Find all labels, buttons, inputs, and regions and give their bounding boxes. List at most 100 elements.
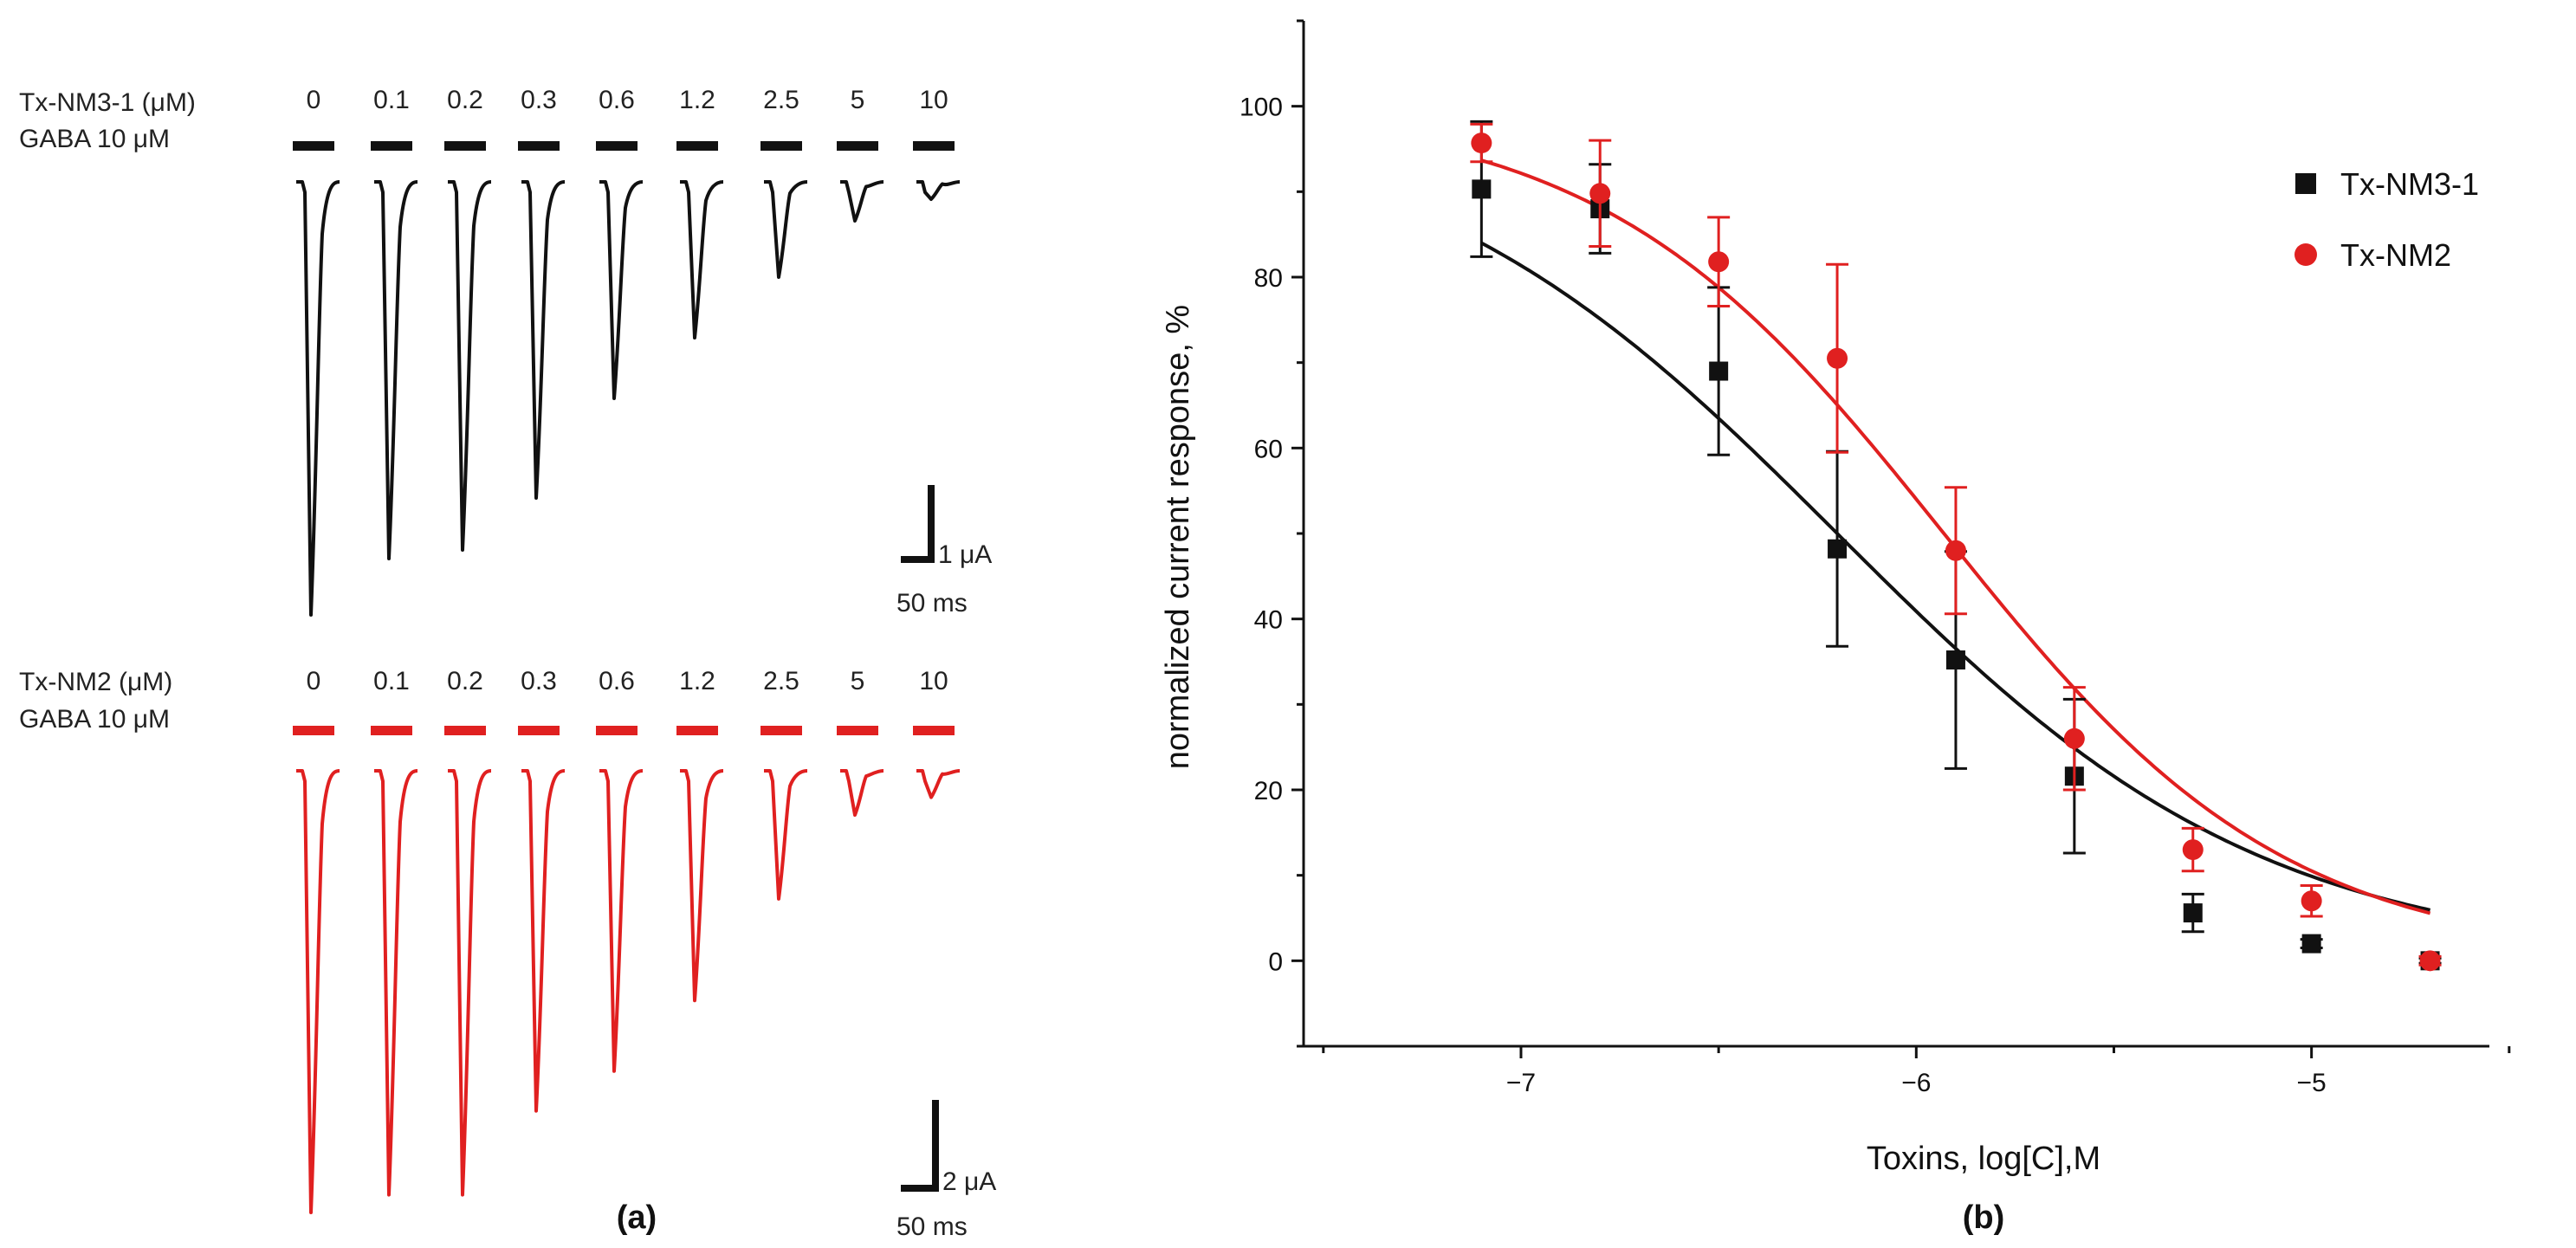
bottom-gaba-label: GABA 10 μM xyxy=(19,705,170,734)
legend-marker-circle xyxy=(2294,243,2317,266)
data-point-square xyxy=(1945,650,1965,670)
bottom-conc-label: 1.2 xyxy=(679,667,715,695)
x-axis-label: Toxins, log[C],M xyxy=(1867,1141,2100,1177)
data-point-square xyxy=(2301,934,2321,954)
bottom-gaba-bar xyxy=(676,726,718,735)
bottom-scale-bar: 2 μA 50 ms xyxy=(896,1100,996,1241)
y-tick-label: 20 xyxy=(1254,777,1283,805)
data-point-square xyxy=(2183,903,2203,923)
top-scale-time: 50 ms xyxy=(896,589,968,618)
top-conc-label: 0.2 xyxy=(447,86,483,114)
y-tick-label: 40 xyxy=(1254,606,1283,635)
top-gaba-bar xyxy=(444,141,486,151)
top-gaba-bar xyxy=(596,141,638,151)
bottom-conc-label: 0.1 xyxy=(373,667,410,695)
y-tick-label: 100 xyxy=(1239,94,1283,122)
data-point-circle xyxy=(2063,727,2085,749)
data-point-square xyxy=(1828,539,1848,559)
bottom-current-trace xyxy=(521,769,566,1113)
legend: Tx-NM3-1 Tx-NM2 xyxy=(2294,166,2479,273)
top-conc-label: 10 xyxy=(919,86,948,114)
top-trace-group: 0 0.1 0.2 0.3 0.6 1.2 2.5 5 10 xyxy=(293,86,961,617)
top-current-trace xyxy=(764,180,808,279)
bottom-current-trace xyxy=(296,769,340,1214)
bottom-gaba-bar xyxy=(444,726,486,735)
data-point-circle xyxy=(2182,839,2204,861)
bottom-gaba-bar xyxy=(293,726,334,735)
bottom-gaba-bar xyxy=(913,726,955,735)
top-gaba-bar xyxy=(676,141,718,151)
top-conc-label: 0.3 xyxy=(521,86,557,114)
legend-label: Tx-NM2 xyxy=(2340,237,2451,273)
legend-label: Tx-NM3-1 xyxy=(2340,166,2479,202)
data-point-circle xyxy=(1589,183,1611,204)
x-tick-label: −6 xyxy=(1901,1069,1931,1097)
bottom-current-trace xyxy=(764,769,808,901)
bottom-conc-label: 0.3 xyxy=(521,667,557,695)
data-point-circle xyxy=(1471,133,1492,154)
bottom-scale-time: 50 ms xyxy=(896,1212,968,1241)
top-conc-label: 0.1 xyxy=(373,86,410,114)
legend-marker-square xyxy=(2295,173,2316,194)
chart-axes: 0 20 40 60 80 100 −7 −6 −5 xyxy=(1239,19,2511,1097)
top-gaba-bar xyxy=(761,141,802,151)
x-tick-label: −5 xyxy=(2297,1069,2327,1097)
bottom-conc-label: 5 xyxy=(851,667,865,695)
data-point-square xyxy=(1709,361,1729,381)
data-point-circle xyxy=(1708,251,1730,273)
bottom-gaba-bar xyxy=(596,726,638,735)
bottom-gaba-bar xyxy=(761,726,802,735)
data-point-circle xyxy=(1945,540,1966,561)
top-conc-label: 5 xyxy=(851,86,865,114)
top-current-trace xyxy=(296,180,340,617)
top-toxin-label: Tx-NM3-1 (μM) xyxy=(19,88,196,117)
bottom-conc-label: 0 xyxy=(307,667,321,695)
bottom-scale-current: 2 μA xyxy=(942,1167,996,1196)
bottom-trace-group: 0 0.1 0.2 0.3 0.6 1.2 2.5 5 10 xyxy=(293,667,961,1214)
top-gaba-bar xyxy=(837,141,878,151)
panel-b-label: (b) xyxy=(1963,1200,2005,1236)
top-gaba-bar xyxy=(293,141,334,151)
top-conc-label: 0.6 xyxy=(599,86,635,114)
top-conc-label: 2.5 xyxy=(763,86,799,114)
bottom-conc-label: 0.2 xyxy=(447,667,483,695)
top-scale-bar: 1 μA 50 ms xyxy=(896,485,992,618)
y-tick-label: 80 xyxy=(1254,264,1283,293)
top-conc-label: 0 xyxy=(307,86,321,114)
top-gaba-label: GABA 10 μM xyxy=(19,125,170,153)
bottom-conc-label: 0.6 xyxy=(599,667,635,695)
y-axis-label: normalized current response, % xyxy=(1160,305,1196,769)
bottom-gaba-bar xyxy=(518,726,560,735)
data-point-circle xyxy=(1827,347,1848,369)
top-current-trace xyxy=(916,180,961,201)
bottom-current-trace xyxy=(680,769,724,1003)
data-point-circle xyxy=(2419,950,2441,972)
top-gaba-bar xyxy=(518,141,560,151)
bottom-current-trace xyxy=(599,769,644,1073)
y-tick-label: 0 xyxy=(1268,947,1283,976)
panel-b-chart: 0 20 40 60 80 100 −7 −6 −5 Tx-NM3-1 Tx-NM2 Toxins… xyxy=(1160,19,2511,1236)
bottom-gaba-bar xyxy=(371,726,412,735)
top-current-trace xyxy=(374,180,418,560)
data-point-square xyxy=(1472,179,1492,199)
bottom-current-trace xyxy=(916,769,961,799)
top-conc-label: 1.2 xyxy=(679,86,715,114)
bottom-toxin-label: Tx-NM2 (μM) xyxy=(19,668,172,696)
panel-a-label: (a) xyxy=(617,1200,657,1236)
bottom-current-trace xyxy=(374,769,418,1197)
data-point-circle xyxy=(2301,890,2322,912)
top-gaba-bar xyxy=(913,141,955,151)
bottom-gaba-bar xyxy=(837,726,878,735)
top-current-trace xyxy=(680,180,724,339)
data-points xyxy=(1470,120,2442,972)
bottom-current-trace xyxy=(840,769,884,817)
top-current-trace xyxy=(448,180,492,552)
bottom-conc-label: 10 xyxy=(919,667,948,695)
bottom-conc-label: 2.5 xyxy=(763,667,799,695)
panel-a-traces: Tx-NM3-1 (μM) GABA 10 μM 0 0.1 0.2 0.3 0.6 1.… xyxy=(19,86,996,1241)
top-gaba-bar xyxy=(371,141,412,151)
bottom-current-trace xyxy=(448,769,492,1197)
top-current-trace xyxy=(840,180,884,223)
top-current-trace xyxy=(599,180,644,400)
